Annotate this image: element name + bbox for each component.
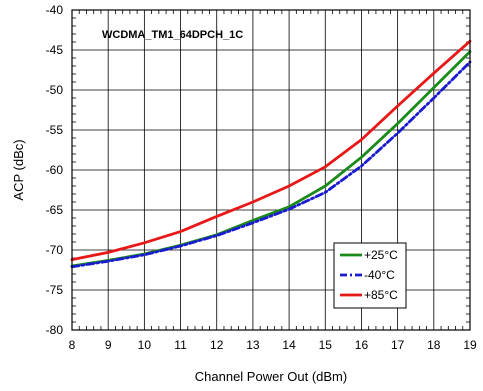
legend: +25°C -40°C +85°C — [333, 242, 407, 309]
y-tick-label: -75 — [46, 283, 64, 297]
chart-title: WCDMA_TM1_64DPCH_1C — [102, 29, 243, 41]
x-tick-label: 13 — [246, 338, 260, 352]
x-axis-title: Channel Power Out (dBm) — [195, 369, 347, 384]
x-tick-label: 16 — [355, 338, 369, 352]
x-tick-label: 9 — [105, 338, 112, 352]
y-tick-label: -40 — [46, 3, 64, 17]
x-tick-labels: 8 9 10 11 12 13 14 15 16 17 18 19 — [69, 338, 477, 352]
y-tick-label: -65 — [46, 203, 64, 217]
plot-frame — [71, 9, 471, 331]
x-tick-label: 11 — [174, 338, 187, 352]
series-line-0 — [70, 50, 472, 268]
series-lines — [70, 39, 472, 269]
grid — [71, 9, 471, 331]
x-tick-label: 10 — [138, 338, 152, 352]
legend-label-0: +25°C — [364, 248, 398, 262]
x-tick-label: 18 — [427, 338, 441, 352]
legend-items: +25°C -40°C +85°C — [340, 248, 398, 302]
y-tick-label: -80 — [46, 323, 64, 337]
y-tick-label: -45 — [46, 43, 64, 57]
y-axis-title: ACP (dBc) — [11, 139, 26, 200]
x-tick-label: 15 — [319, 338, 333, 352]
x-tick-label: 8 — [69, 338, 76, 352]
series-line-2 — [70, 39, 472, 261]
legend-label-2: +85°C — [364, 288, 398, 302]
x-tick-label: 14 — [282, 338, 296, 352]
y-tick-label: -55 — [46, 123, 64, 137]
y-tick-labels: -40 -45 -50 -55 -60 -65 -70 -75 -80 — [46, 3, 64, 337]
x-tick-label: 19 — [463, 338, 477, 352]
minor-ticks — [72, 10, 470, 330]
x-tick-label: 17 — [391, 338, 405, 352]
y-tick-label: -60 — [46, 163, 64, 177]
legend-label-1: -40°C — [364, 268, 395, 282]
x-tick-label: 12 — [210, 338, 224, 352]
series-line-1 — [70, 60, 472, 269]
y-tick-label: -50 — [46, 83, 64, 97]
y-tick-label: -70 — [46, 243, 64, 257]
